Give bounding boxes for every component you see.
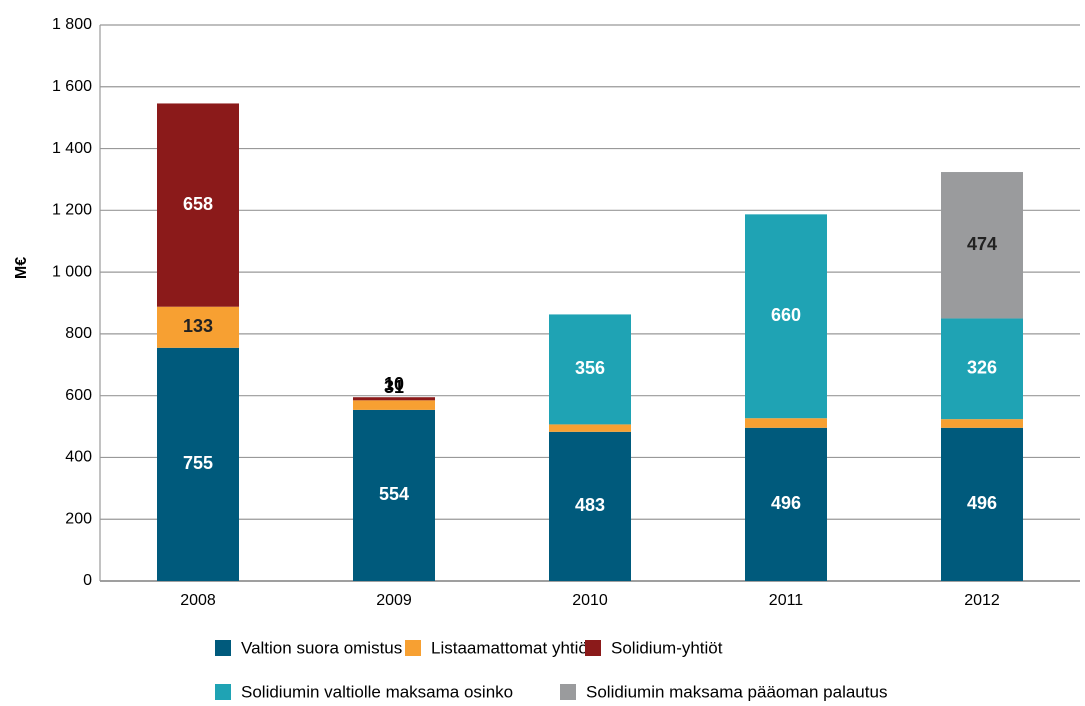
bar-segment bbox=[941, 419, 1023, 428]
bar-segment bbox=[353, 400, 435, 410]
legend-label: Valtion suora omistus bbox=[241, 638, 402, 657]
bar-segment bbox=[157, 103, 239, 307]
data-label: 31 bbox=[384, 377, 404, 397]
y-tick-label: 1 000 bbox=[52, 263, 92, 280]
x-tick-label: 2008 bbox=[180, 592, 216, 609]
data-label: 496 bbox=[771, 493, 801, 513]
y-tick-label: 0 bbox=[83, 572, 92, 589]
y-axis-label: M€ bbox=[13, 257, 30, 279]
bar-segment bbox=[941, 427, 1023, 581]
legend-label: Solidiumin valtiolle maksama osinko bbox=[241, 682, 513, 701]
y-tick-label: 400 bbox=[65, 449, 92, 466]
y-tick-label: 1 600 bbox=[52, 78, 92, 95]
data-label: 496 bbox=[967, 493, 997, 513]
legend-label: Listaamattomat yhtiöt bbox=[431, 638, 593, 657]
legend-label: Solidium-yhtiöt bbox=[611, 638, 723, 657]
data-label: 658 bbox=[183, 194, 213, 214]
legend-swatch bbox=[560, 684, 576, 700]
bar-segment bbox=[549, 431, 631, 581]
x-tick-label: 2011 bbox=[769, 592, 804, 609]
data-label: 10 bbox=[384, 374, 404, 394]
y-tick-label: 1 200 bbox=[52, 202, 92, 219]
bar-segment bbox=[745, 418, 827, 428]
data-label: 474 bbox=[967, 234, 997, 254]
legend-swatch bbox=[215, 684, 231, 700]
bar-segment bbox=[353, 397, 435, 401]
y-tick-label: 800 bbox=[65, 325, 92, 342]
x-tick-label: 2010 bbox=[572, 592, 608, 609]
data-label: 356 bbox=[575, 358, 605, 378]
y-tick-label: 600 bbox=[65, 387, 92, 404]
bar-segment bbox=[157, 306, 239, 348]
legend-swatch bbox=[215, 640, 231, 656]
data-label: 483 bbox=[575, 495, 605, 515]
bar-segment bbox=[549, 314, 631, 425]
bar-segment bbox=[157, 347, 239, 581]
data-label: 326 bbox=[967, 358, 997, 378]
bar-segment bbox=[745, 427, 827, 581]
data-label: 755 bbox=[183, 453, 213, 473]
bar-segment bbox=[745, 214, 827, 419]
x-tick-label: 2012 bbox=[964, 592, 1000, 609]
data-label: 660 bbox=[771, 305, 801, 325]
data-label: 554 bbox=[379, 484, 409, 504]
bar-segment bbox=[353, 409, 435, 581]
legend-label: Solidiumin maksama pääoman palautus bbox=[586, 682, 887, 701]
legend-swatch bbox=[585, 640, 601, 656]
y-tick-label: 1 400 bbox=[52, 140, 92, 157]
bar-segment bbox=[549, 424, 631, 432]
data-label: 133 bbox=[183, 316, 213, 336]
legend-swatch bbox=[405, 640, 421, 656]
y-tick-label: 1 800 bbox=[52, 16, 92, 33]
bar-segment bbox=[941, 318, 1023, 420]
y-tick-label: 200 bbox=[65, 510, 92, 527]
x-tick-label: 2009 bbox=[376, 592, 412, 609]
bar-segment bbox=[941, 172, 1023, 319]
